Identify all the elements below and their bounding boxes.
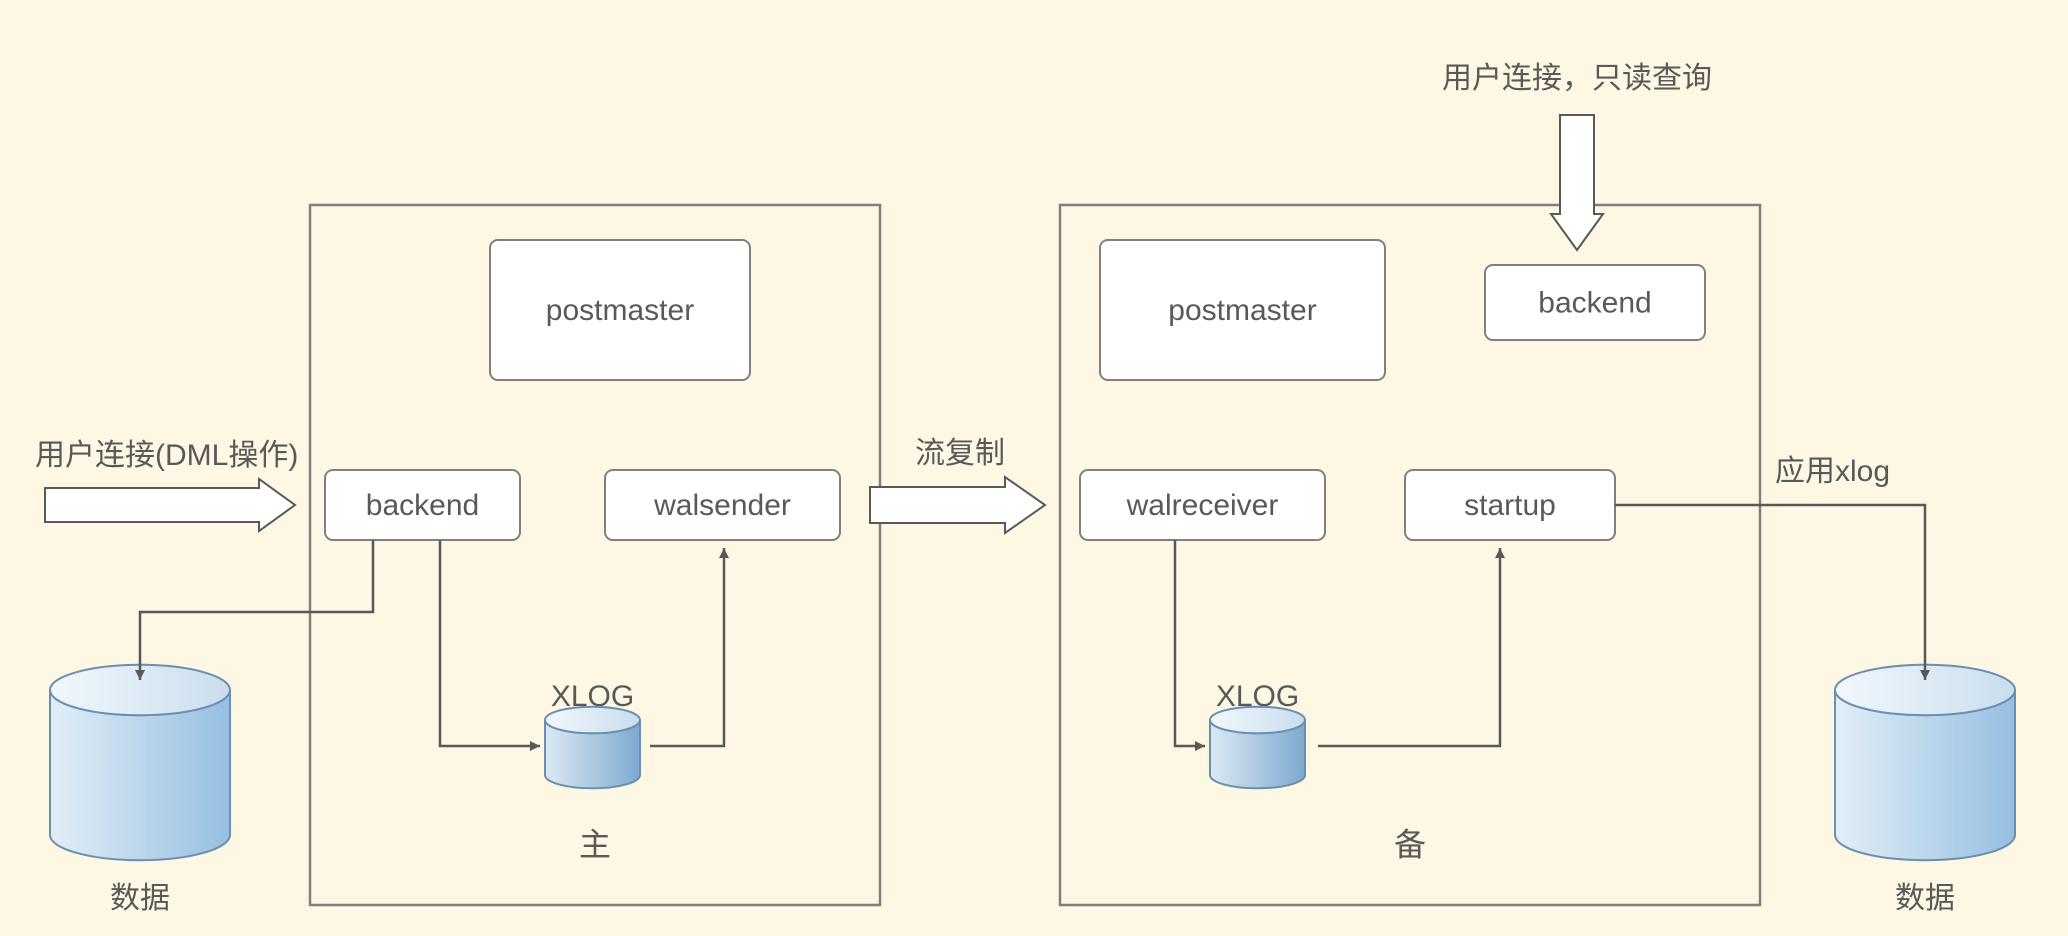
label-user-readonly: 用户连接，只读查询 bbox=[1442, 62, 1712, 95]
node-label-standby_startup: startup bbox=[1464, 489, 1556, 522]
label-user-dml: 用户连接(DML操作) bbox=[35, 439, 298, 472]
diagram-canvas: 主备postmasterbackendwalsenderXLOGpostmast… bbox=[0, 0, 2068, 936]
node-standby_xlog bbox=[1210, 707, 1305, 789]
node-label-standby_postmaster: postmaster bbox=[1168, 294, 1316, 327]
container-title-primary: 主 bbox=[579, 826, 611, 862]
node-label-primary_backend: backend bbox=[366, 489, 479, 522]
container-title-standby: 备 bbox=[1394, 826, 1426, 862]
node-label-standby_walreceiver: walreceiver bbox=[1126, 489, 1279, 522]
label-stream-rep: 流复制 bbox=[915, 437, 1005, 470]
node-label-standby_backend: backend bbox=[1538, 286, 1651, 319]
label-apply-xlog: 应用xlog bbox=[1775, 455, 1890, 488]
node-label-primary_postmaster: postmaster bbox=[546, 294, 694, 327]
node-label-primary_data: 数据 bbox=[110, 882, 170, 915]
node-primary_data bbox=[50, 665, 230, 860]
node-label-standby_data: 数据 bbox=[1895, 882, 1955, 915]
node-label-primary_walsender: walsender bbox=[653, 489, 791, 522]
node-primary_xlog bbox=[545, 707, 640, 789]
node-standby_data bbox=[1835, 665, 2015, 860]
